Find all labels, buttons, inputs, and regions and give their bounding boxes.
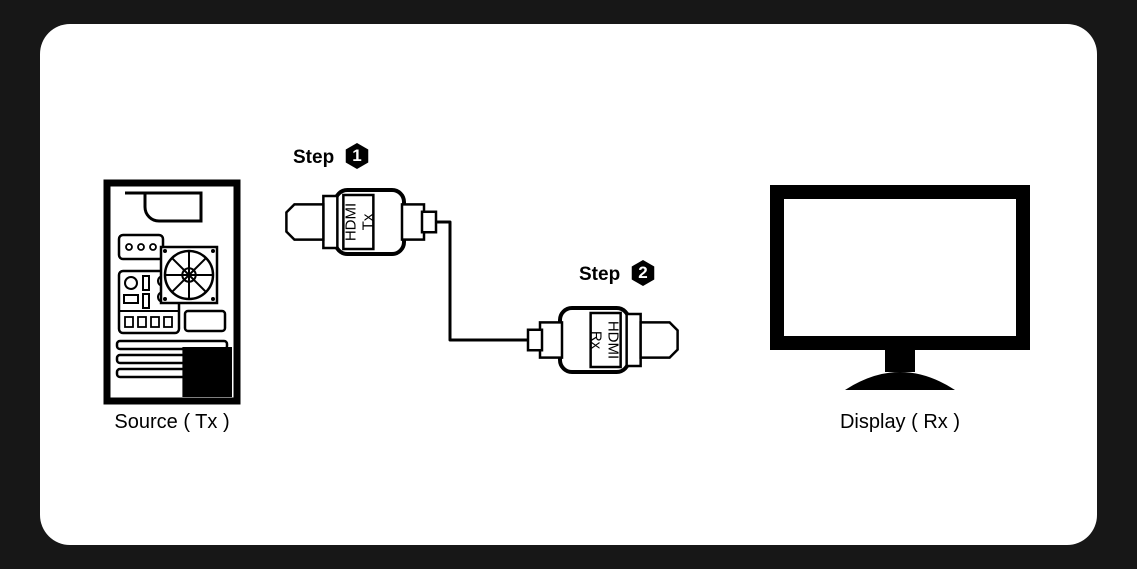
connector-rx: HDMIRx xyxy=(528,308,678,372)
connector-tx-line2: Tx xyxy=(359,213,376,230)
step2-label: Step xyxy=(579,264,620,285)
step1-badge: 1 xyxy=(346,143,369,169)
step2-badge: 2 xyxy=(632,260,655,286)
svg-text:1: 1 xyxy=(352,146,361,165)
display-monitor-icon: Display ( Rx ) xyxy=(770,185,1030,433)
display-label: Display ( Rx ) xyxy=(840,411,960,433)
svg-text:2: 2 xyxy=(638,263,647,282)
connector-tx: HDMITx xyxy=(286,190,436,254)
source-label: Source ( Tx ) xyxy=(114,411,229,433)
diagram-outer: Source ( Tx ) Display ( Rx ) Step 1 Step 2 HDM… xyxy=(0,0,1137,569)
connector-rx-line1: HDMI xyxy=(605,321,622,359)
step1-label: Step xyxy=(293,147,334,168)
source-pc-icon: Source ( Tx ) xyxy=(107,183,237,433)
diagram-panel: Source ( Tx ) Display ( Rx ) Step 1 Step 2 HDM… xyxy=(40,24,1097,545)
diagram-svg: Source ( Tx ) Display ( Rx ) Step 1 Step 2 HDM… xyxy=(40,24,1097,545)
connector-tx-line1: HDMI xyxy=(342,203,359,241)
cable-path xyxy=(436,222,528,340)
connector-rx-line2: Rx xyxy=(588,331,605,350)
